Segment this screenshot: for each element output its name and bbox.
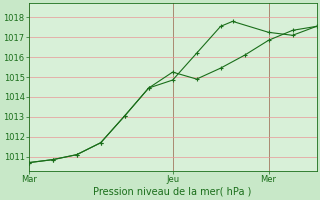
X-axis label: Pression niveau de la mer( hPa ): Pression niveau de la mer( hPa ) [93,187,252,197]
